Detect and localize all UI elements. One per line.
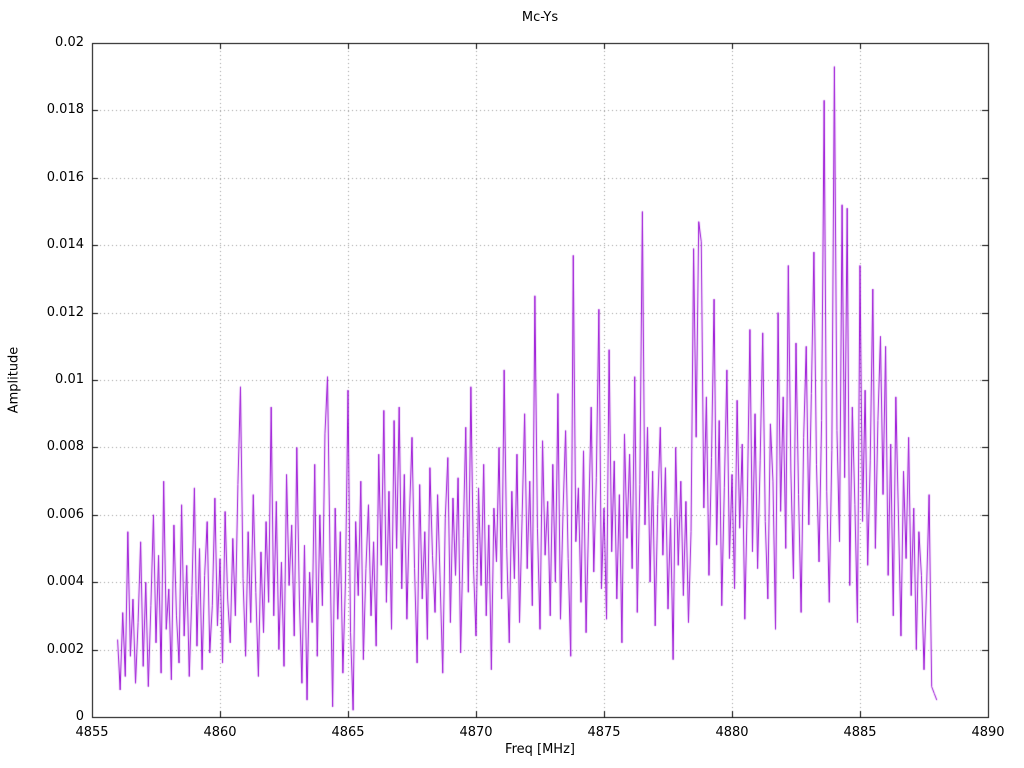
y-tick-label: 0.008 (46, 439, 84, 455)
y-tick-label: 0.016 (46, 169, 84, 185)
x-tick-label: 4865 (331, 725, 365, 740)
y-tick-label: 0 (75, 709, 84, 724)
x-tick-label: 4855 (75, 725, 109, 740)
x-tick-label: 4880 (715, 725, 749, 740)
y-tick-label: 0.014 (46, 237, 84, 253)
y-tick-label: 0.01 (55, 372, 84, 387)
y-tick-label: 0.018 (46, 102, 84, 118)
y-tick-label: 0.004 (46, 574, 84, 590)
y-tick-label: 0.012 (46, 304, 84, 320)
x-tick-label: 4875 (587, 725, 621, 740)
x-tick-label: 4890 (971, 725, 1005, 740)
x-tick-label: 4860 (203, 725, 237, 740)
y-tick-label: 0.02 (55, 35, 84, 50)
x-tick-label: 4870 (459, 725, 493, 740)
y-tick-label: 0.002 (46, 641, 84, 657)
y-tick-label: 0.006 (46, 506, 84, 522)
x-axis-label: Freq [MHz] (505, 742, 575, 757)
y-axis-label: Amplitude (6, 346, 22, 414)
x-tick-label: 4885 (843, 725, 877, 740)
chart-title: Mc-Ys (521, 10, 559, 25)
